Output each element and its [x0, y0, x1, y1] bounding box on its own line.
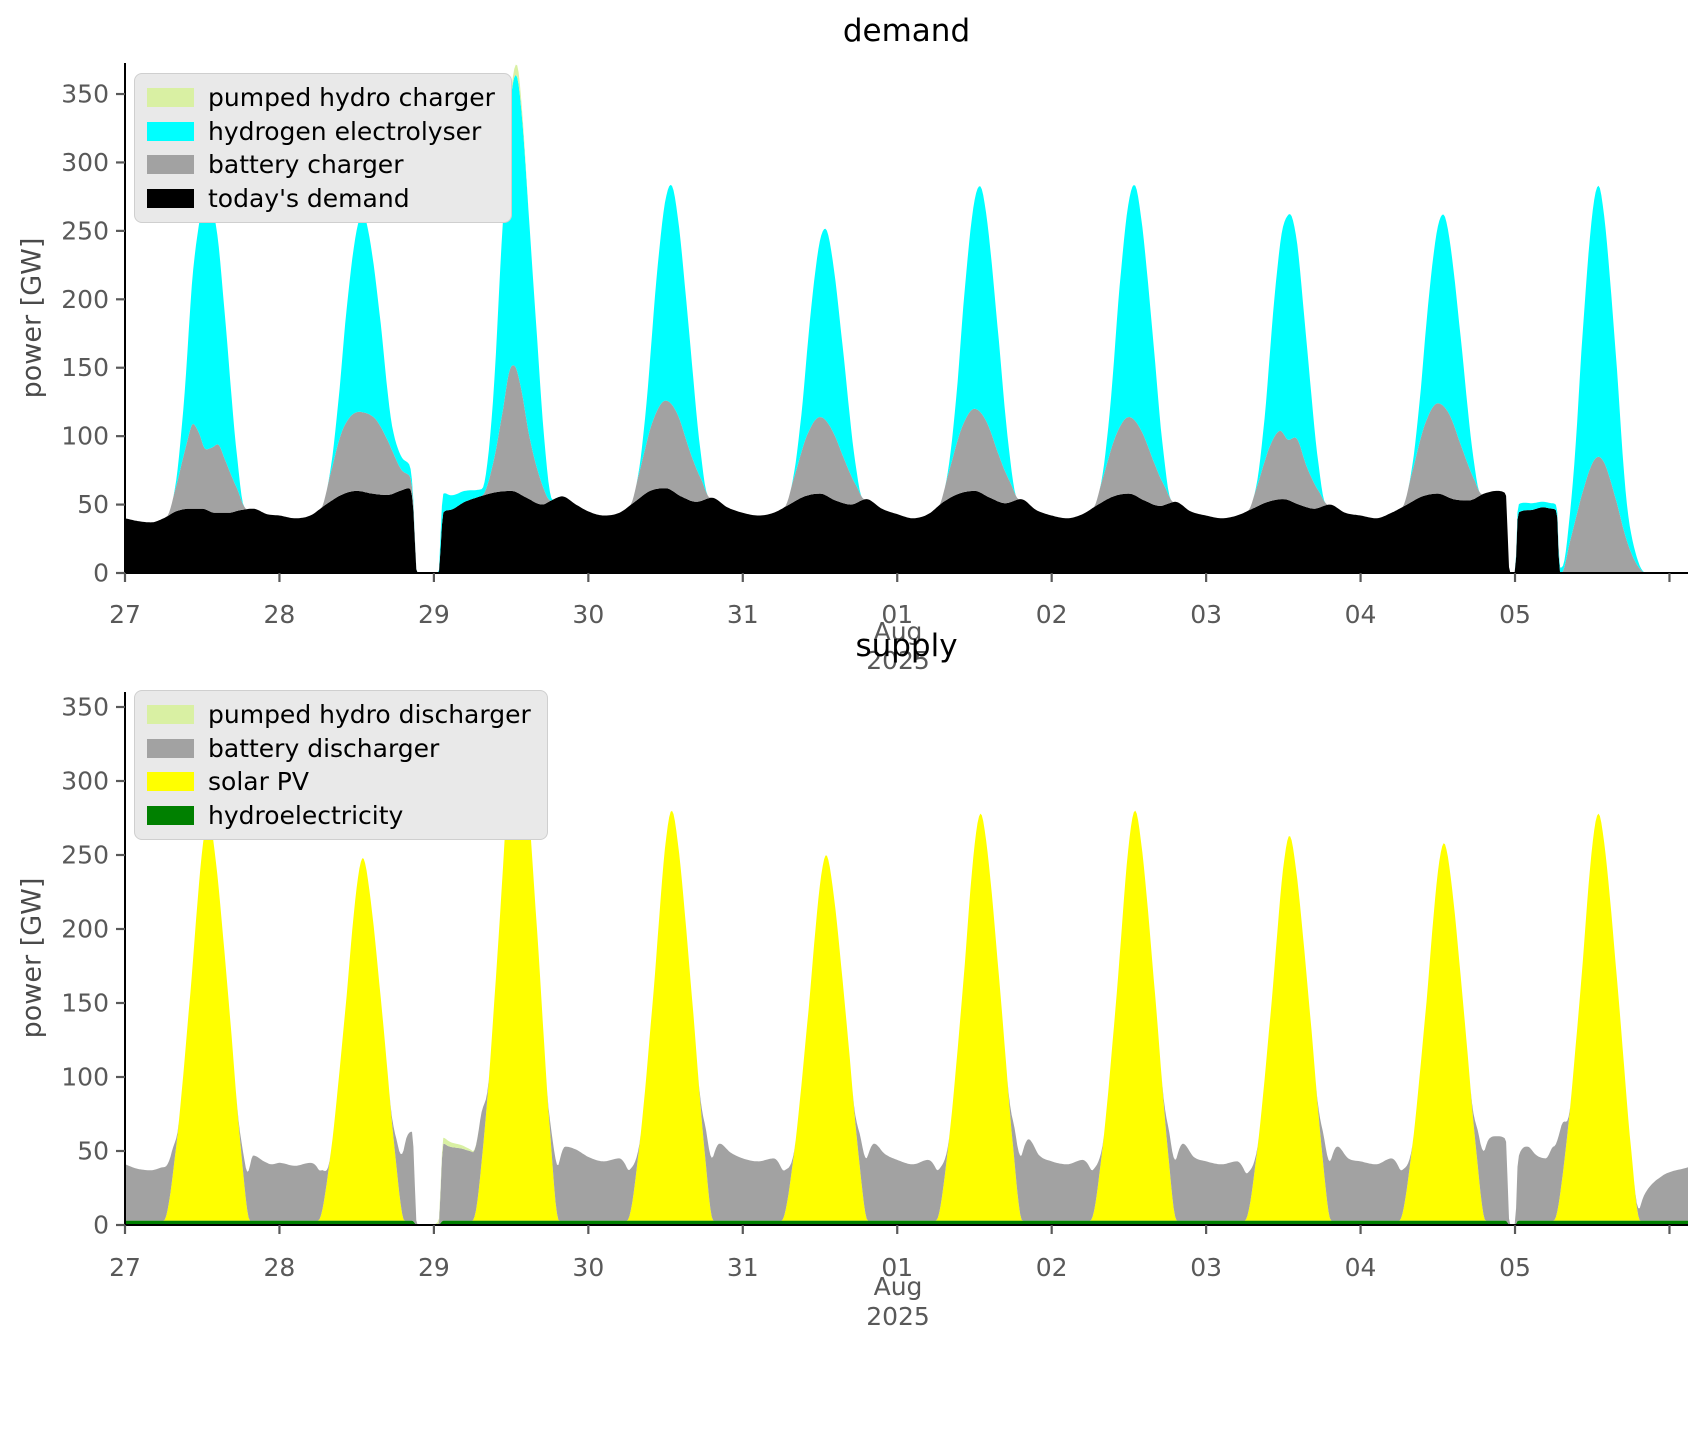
supply-yaxis-label: power [GW]	[16, 877, 48, 1039]
supply-xaxis-month-label: Aug	[873, 1272, 923, 1301]
demand-xaxis-month-label: Aug	[873, 617, 923, 646]
x-tick-label: 03	[1190, 1253, 1222, 1282]
x-tick-label: 05	[1499, 1253, 1531, 1282]
x-tick-label: 02	[1036, 600, 1068, 629]
y-tick-label: 350	[61, 693, 109, 722]
legend-item-hydrogen-electrolyser: hydrogen electrolyser	[147, 117, 495, 147]
y-tick-label: 100	[61, 1063, 109, 1092]
x-tick-label: 28	[264, 600, 296, 629]
x-tick-label: 04	[1345, 600, 1377, 629]
y-tick-label: 350	[61, 80, 109, 109]
x-tick-label: 31	[727, 600, 759, 629]
supply-xaxis-year-label: 2025	[866, 1302, 930, 1331]
y-tick-label: 150	[61, 989, 109, 1018]
legend-swatch-pumped-hydro-discharger	[147, 705, 194, 725]
legend-item-pumped-hydro-charger: pumped hydro charger	[147, 83, 495, 113]
legend-swatch-battery-charger	[147, 155, 194, 175]
y-tick-label: 0	[93, 1211, 109, 1240]
legend-item-today-s-demand: today's demand	[147, 184, 495, 214]
y-tick-label: 0	[93, 559, 109, 588]
x-tick-label: 29	[418, 1253, 450, 1282]
demand-plot-area: 0 50 100 150 200 250 300 350 27 28 29 30 31 01 02 03 04 0…	[61, 63, 1688, 629]
legend-swatch-battery-discharger	[147, 738, 194, 758]
x-tick-label: 28	[264, 1253, 296, 1282]
legend-item-battery-charger: battery charger	[147, 150, 495, 180]
x-tick-label: 04	[1345, 1253, 1377, 1282]
x-tick-label: 29	[418, 600, 450, 629]
demand-legend: pumped hydro charger hydrogen electrolyse…	[134, 73, 512, 223]
area-battery-charger	[125, 365, 1688, 573]
x-tick-label: 01	[881, 600, 913, 629]
legend-swatch-today-s-demand	[147, 188, 194, 208]
legend-item-pumped-hydro-discharger: pumped hydro discharger	[147, 700, 531, 730]
y-tick-label: 250	[61, 841, 109, 870]
legend-label: pumped hydro discharger	[208, 700, 531, 729]
supply-chart-title: supply	[855, 628, 958, 664]
y-tick-label: 50	[77, 1137, 109, 1166]
y-tick-label: 200	[61, 915, 109, 944]
legend-label: today's demand	[208, 183, 410, 213]
legend-label: hydroelectricity	[208, 800, 404, 830]
x-tick-label: 27	[109, 600, 141, 629]
x-tick-label: 30	[572, 600, 604, 629]
legend-item-hydroelectricity: hydroelectricity	[147, 801, 531, 831]
y-tick-label: 150	[61, 353, 109, 382]
x-tick-label: 27	[109, 1253, 141, 1282]
legend-label: hydrogen electrolyser	[208, 116, 482, 146]
x-tick-label: 30	[572, 1253, 604, 1282]
x-tick-label: 31	[727, 1253, 759, 1282]
area-hydroelectricity	[125, 1220, 1688, 1225]
y-tick-label: 50	[77, 490, 109, 519]
area-hydrogen-electrolyser	[125, 74, 1688, 574]
demand-yaxis-label: power [GW]	[16, 237, 48, 399]
x-tick-label: 03	[1190, 600, 1222, 629]
legend-label: solar PV	[208, 767, 309, 796]
supply-legend: pumped hydro discharger battery discharge…	[134, 690, 548, 840]
x-tick-label: 02	[1036, 1253, 1068, 1282]
x-tick-label: 01	[881, 1253, 913, 1282]
legend-label: battery charger	[208, 150, 404, 179]
demand-chart-title: demand	[842, 13, 971, 49]
y-tick-label: 300	[61, 767, 109, 796]
legend-swatch-pumped-hydro-charger	[147, 88, 194, 108]
legend-swatch-hydroelectricity	[147, 805, 194, 825]
area-battery-discharger	[125, 702, 1688, 1225]
y-tick-label: 200	[61, 285, 109, 314]
x-tick-label: 05	[1499, 600, 1531, 629]
legend-item-solar-pv: solar PV	[147, 767, 531, 797]
demand-xaxis-year-label: 2025	[866, 646, 930, 675]
legend-swatch-hydrogen-electrolyser	[147, 121, 194, 141]
area-today-s-demand	[125, 488, 1688, 573]
legend-swatch-solar-pv	[147, 772, 194, 792]
y-tick-label: 250	[61, 216, 109, 245]
legend-label: pumped hydro charger	[208, 83, 495, 112]
y-tick-label: 100	[61, 422, 109, 451]
legend-label: battery discharger	[208, 733, 440, 763]
y-tick-label: 300	[61, 148, 109, 177]
legend-item-battery-discharger: battery discharger	[147, 734, 531, 764]
